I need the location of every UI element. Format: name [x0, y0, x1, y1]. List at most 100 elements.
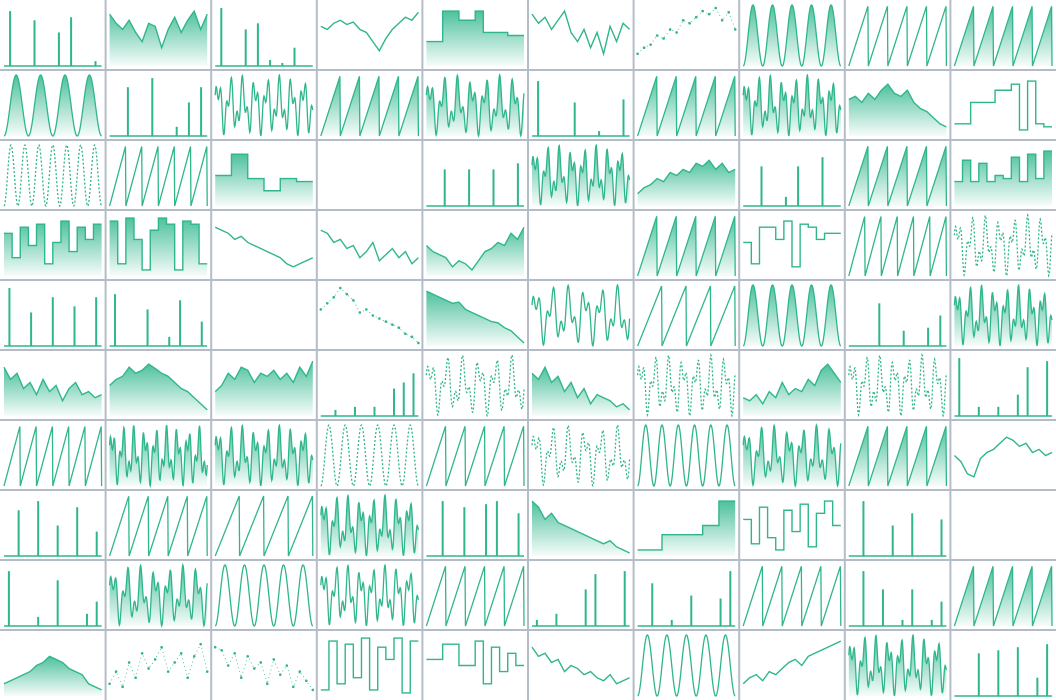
saw-line	[425, 426, 525, 487]
wave-line	[425, 353, 525, 417]
line	[3, 366, 102, 403]
saw-line	[214, 495, 314, 557]
dot-trace	[320, 287, 419, 344]
saw-line	[848, 426, 948, 487]
area	[215, 361, 313, 416]
wave-line	[320, 563, 420, 627]
wave-line	[108, 424, 208, 489]
wave-line	[3, 143, 103, 207]
line	[320, 229, 419, 265]
step-line	[4, 220, 102, 265]
area	[743, 5, 841, 66]
wave-line	[848, 633, 948, 697]
wave-line	[742, 423, 842, 488]
wave-line	[953, 283, 1053, 347]
wave-line	[636, 353, 736, 418]
dot	[259, 661, 263, 664]
dot	[246, 655, 250, 658]
area	[743, 364, 841, 416]
dot	[252, 667, 256, 670]
dot	[391, 323, 394, 326]
line	[848, 83, 947, 128]
dot-trace	[109, 643, 208, 689]
saw-line	[636, 76, 736, 137]
dot	[681, 18, 685, 22]
dot	[404, 332, 407, 336]
dot	[239, 676, 243, 679]
wave-line	[214, 423, 314, 487]
dot	[285, 664, 289, 667]
step-line	[215, 153, 313, 192]
area	[532, 501, 630, 556]
wave-line	[637, 424, 736, 487]
area	[4, 656, 102, 696]
dot	[662, 37, 665, 40]
area	[109, 364, 208, 416]
wave-line	[320, 424, 419, 487]
area	[4, 367, 102, 416]
line	[214, 226, 314, 268]
area	[637, 160, 736, 206]
area	[637, 501, 736, 556]
wave-line	[848, 353, 948, 418]
saw-line	[848, 6, 948, 67]
line	[531, 500, 630, 554]
area	[743, 285, 841, 346]
wave-line	[637, 634, 736, 697]
wave-line	[742, 284, 842, 347]
dot	[319, 308, 323, 311]
dot	[121, 685, 124, 689]
wave-line	[531, 283, 631, 347]
dot	[192, 655, 196, 658]
dot	[417, 341, 420, 345]
dot	[345, 292, 349, 296]
saw-line	[108, 496, 208, 557]
dot	[108, 682, 111, 686]
wave-line	[953, 213, 1053, 278]
dot	[140, 652, 144, 655]
line	[426, 290, 525, 344]
dot	[707, 12, 711, 16]
wave-line	[742, 73, 842, 137]
saw-line	[108, 146, 208, 207]
line	[425, 226, 525, 271]
wave-line	[742, 4, 842, 67]
step-line	[426, 640, 524, 685]
area	[426, 11, 524, 67]
step-line	[954, 80, 1052, 131]
line	[109, 363, 208, 411]
wave-line	[320, 493, 420, 557]
line	[637, 159, 736, 195]
line	[742, 363, 842, 406]
area	[109, 425, 208, 486]
wave-line	[108, 563, 208, 628]
area	[426, 291, 524, 346]
dot	[147, 667, 150, 670]
saw-line	[848, 216, 948, 277]
line	[3, 655, 102, 691]
saw-line	[636, 216, 736, 277]
area	[426, 227, 524, 276]
dot-trace	[637, 7, 736, 55]
wave-line	[214, 73, 314, 137]
wave-line	[214, 564, 314, 627]
wave-line	[425, 73, 525, 138]
dot	[688, 22, 691, 25]
dot	[733, 28, 737, 31]
step-line	[743, 500, 841, 551]
dot	[365, 308, 368, 311]
saw-line	[953, 566, 1053, 627]
dot	[352, 298, 355, 302]
step-line	[426, 10, 524, 43]
line	[742, 640, 842, 685]
area	[848, 84, 947, 136]
step-line	[954, 150, 1052, 183]
line	[531, 365, 631, 411]
step-line	[637, 500, 736, 551]
saw-line	[636, 285, 736, 347]
dot	[298, 670, 302, 673]
dot	[291, 685, 295, 689]
area	[532, 367, 630, 416]
